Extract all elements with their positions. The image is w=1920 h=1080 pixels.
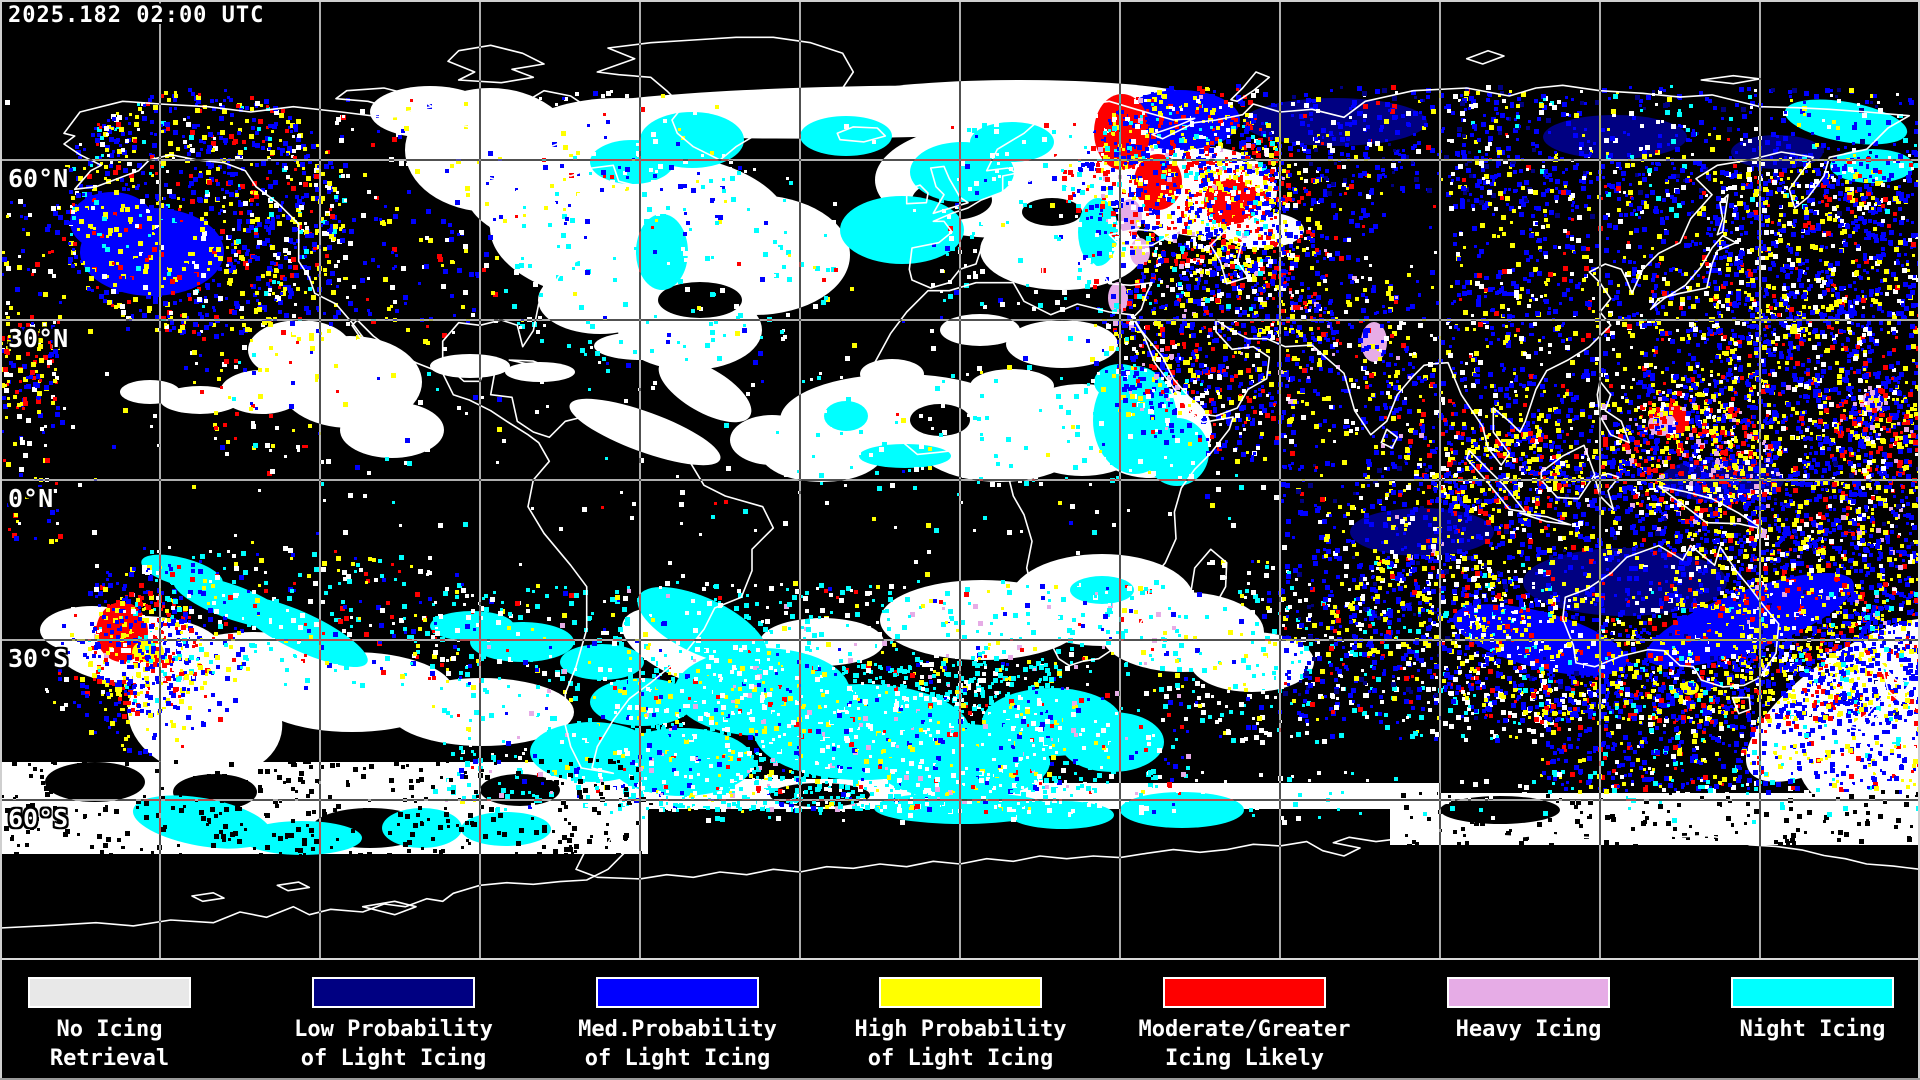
- frame-border-top: [0, 0, 1920, 2]
- legend-bar: No Icing Retrieval Low Probability of Lig…: [0, 960, 1920, 1080]
- icing-speckles: [0, 84, 1920, 862]
- legend-swatch: [596, 977, 759, 1008]
- map-bottom-border: [0, 958, 1920, 960]
- lat-label-0n: 0°N: [8, 484, 54, 513]
- legend-item-4: Moderate/Greater Icing Likely: [1139, 960, 1350, 1080]
- legend-swatch: [312, 977, 475, 1008]
- legend-label: Moderate/Greater Icing Likely: [1138, 1017, 1351, 1071]
- lat-label-30s: 30°S: [8, 644, 69, 673]
- legend-label: No Icing Retrieval: [49, 1017, 170, 1071]
- frame-border-bottom: [0, 1078, 1920, 1080]
- legend-swatch: [879, 977, 1042, 1008]
- legend-item-2: Med.Probability of Light Icing: [578, 960, 777, 1080]
- legend-label: Night Icing: [1739, 1017, 1886, 1042]
- legend-swatch: [28, 977, 191, 1008]
- map-svg: [0, 0, 1920, 960]
- legend-item-5: Heavy Icing: [1447, 960, 1610, 1080]
- legend-label: High Probability of Light Icing: [854, 1017, 1067, 1071]
- legend-swatch: [1163, 977, 1326, 1008]
- legend-label: Med.Probability of Light Icing: [578, 1017, 777, 1071]
- frame-border-left: [0, 0, 2, 1080]
- timestamp-label: 2025.182 02:00 UTC: [8, 3, 265, 28]
- frame-border-right: [1918, 0, 1920, 1080]
- lat-label-60s: 60°S: [8, 804, 69, 833]
- lat-label-30n: 30°N: [8, 324, 69, 353]
- legend-swatch: [1447, 977, 1610, 1008]
- legend-item-6: Night Icing: [1731, 960, 1894, 1080]
- graticule: [0, 0, 1920, 960]
- world-map: 60°N 30°N 0°N 30°S 60°S: [0, 0, 1920, 960]
- legend-item-0: No Icing Retrieval: [28, 960, 191, 1080]
- coastlines: [0, 36, 1920, 929]
- legend-swatch: [1731, 977, 1894, 1008]
- legend-item-3: High Probability of Light Icing: [855, 960, 1066, 1080]
- lat-label-60n: 60°N: [8, 164, 69, 193]
- legend-label: Low Probability of Light Icing: [294, 1017, 493, 1071]
- legend-label: Heavy Icing: [1455, 1017, 1602, 1042]
- legend-item-1: Low Probability of Light Icing: [294, 960, 493, 1080]
- icing-data-blobs: [0, 80, 1920, 855]
